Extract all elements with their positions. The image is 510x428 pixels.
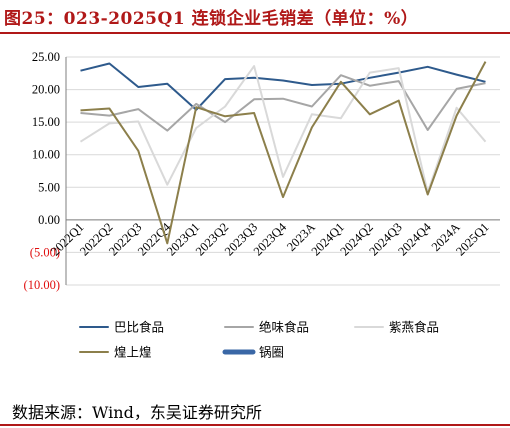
title-rule xyxy=(0,32,510,34)
source-note: 数据来源：Wind，东吴证券研究所 xyxy=(12,403,262,422)
y-tick-label: 10.00 xyxy=(32,148,60,162)
bottom-rule xyxy=(0,424,510,426)
y-tick-label: 20.00 xyxy=(32,83,60,97)
y-tick-label: 15.00 xyxy=(32,115,60,129)
y-tick-label: (5.00) xyxy=(30,245,60,259)
series-line xyxy=(80,74,486,132)
legend-label: 紫燕食品 xyxy=(389,320,439,335)
y-tick-label: 25.00 xyxy=(32,50,60,64)
y-tick-label: (10.00) xyxy=(24,278,60,292)
figure-title: 图25：023-2025Q1 连锁企业毛销差（单位：%） xyxy=(4,9,419,29)
series-lines xyxy=(79,61,487,245)
y-axis: 25.00 20.00 15.00 10.00 5.00 0.00 (5.00) (10.00… xyxy=(24,50,67,292)
legend-label: 巴比食品 xyxy=(114,320,164,335)
y-tick-label: 0.00 xyxy=(38,213,60,227)
series-line xyxy=(80,61,487,245)
y-tick-label: 5.00 xyxy=(38,180,60,194)
legend-label: 绝味食品 xyxy=(259,320,309,335)
series-line xyxy=(79,65,487,194)
line-chart: 25.00 20.00 15.00 10.00 5.00 0.00 (5.00) (10.00… xyxy=(24,50,500,360)
legend-label: 锅圈 xyxy=(259,345,284,360)
legend-label: 煌上煌 xyxy=(114,345,152,360)
series-line xyxy=(80,62,486,111)
